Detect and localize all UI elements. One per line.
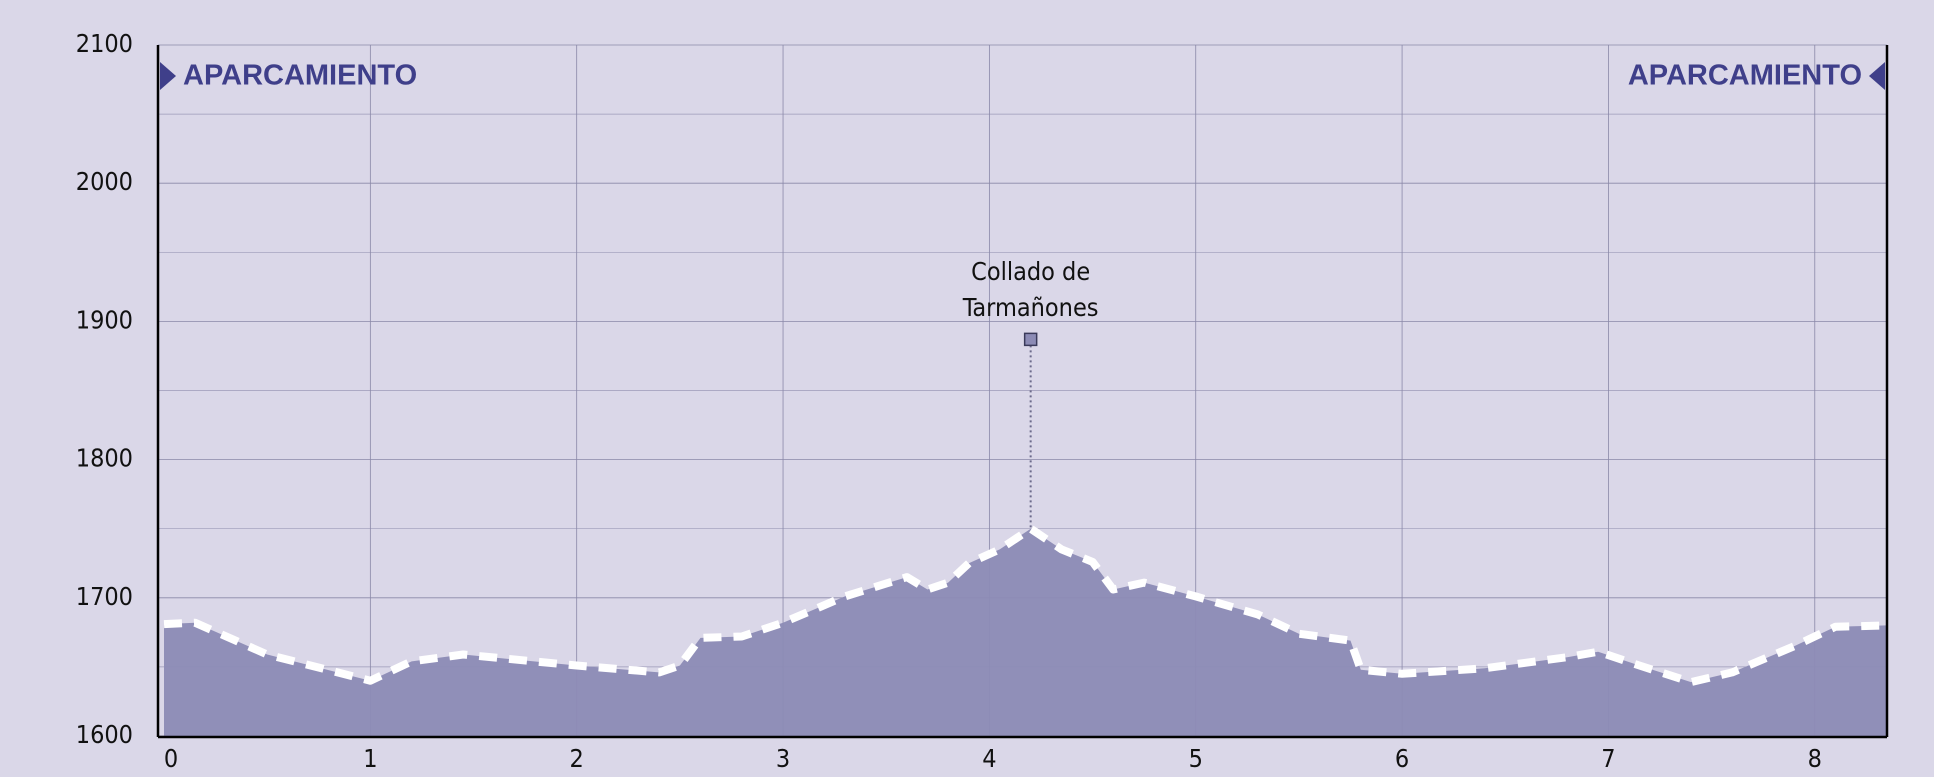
- end-label: APARCAMIENTO: [1628, 60, 1862, 92]
- x-tick-label: 7: [1601, 744, 1615, 773]
- grid: [158, 44, 1887, 737]
- y-tick-label: 1700: [76, 582, 133, 611]
- y-tick-label: 1900: [76, 305, 133, 334]
- axes: [156, 45, 1889, 739]
- x-tick-label: 2: [570, 744, 584, 773]
- start-flag: [160, 62, 176, 90]
- x-tick-label: 3: [776, 744, 790, 773]
- x-tick-label: 6: [1395, 744, 1409, 773]
- y-tick-label: 1600: [76, 720, 133, 749]
- y-tick-label: 1800: [76, 444, 133, 473]
- x-tick-label: 5: [1189, 744, 1203, 773]
- elevation-area: [164, 528, 1887, 736]
- x-tick-label: 8: [1808, 744, 1822, 773]
- plot: [163, 524, 1888, 736]
- annotation-text: Tarmañones: [962, 293, 1099, 322]
- annotation-text: Collado de: [971, 257, 1090, 286]
- y-tick-label: 2000: [76, 167, 133, 196]
- x-tick-label: 0: [164, 744, 178, 773]
- x-tick-label: 4: [982, 744, 996, 773]
- x-tick-label: 1: [363, 744, 377, 773]
- elevation-line: [163, 524, 1888, 687]
- annotation-marker: [1023, 332, 1038, 347]
- end-flag: [1869, 62, 1885, 90]
- start-label: APARCAMIENTO: [183, 60, 417, 92]
- y-tick-label: 2100: [76, 29, 133, 58]
